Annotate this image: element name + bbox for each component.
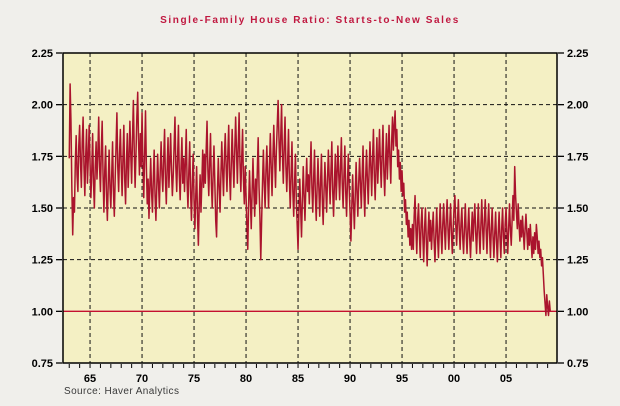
x-axis-label: 05 (500, 373, 512, 385)
y-axis-label-right: 2.25 (567, 48, 588, 60)
y-axis-label-right: 2.00 (567, 100, 588, 112)
y-axis-label-left: 1.75 (32, 151, 53, 163)
x-axis-label: 95 (396, 373, 408, 385)
series-line (68, 83, 551, 317)
y-axis-label-left: 1.50 (32, 203, 53, 215)
y-axis-label-left: 2.25 (32, 48, 53, 60)
y-axis-label-left: 1.25 (32, 255, 53, 267)
chart-title: Single-Family House Ratio: Starts-to-New… (160, 15, 460, 26)
y-axis-label-left: 0.75 (32, 358, 53, 370)
x-axis-label: 80 (240, 373, 252, 385)
y-axis-label-right: 1.25 (567, 255, 588, 267)
y-axis-label-left: 2.00 (32, 100, 53, 112)
x-axis-label: 65 (84, 373, 96, 385)
y-axis-label-right: 1.75 (567, 151, 588, 163)
x-axis-label: 75 (188, 373, 200, 385)
y-axis-label-right: 1.50 (567, 203, 588, 215)
x-axis-label: 70 (136, 373, 148, 385)
x-axis-label: 90 (344, 373, 356, 385)
y-axis-label-right: 1.00 (567, 306, 588, 318)
x-axis-label: 85 (292, 373, 304, 385)
x-axis-label: 00 (448, 373, 460, 385)
y-axis-label-left: 1.00 (32, 306, 53, 318)
source-note: Source: Haver Analytics (64, 386, 180, 397)
plot-border (62, 52, 558, 364)
y-axis-label-right: 0.75 (567, 358, 588, 370)
